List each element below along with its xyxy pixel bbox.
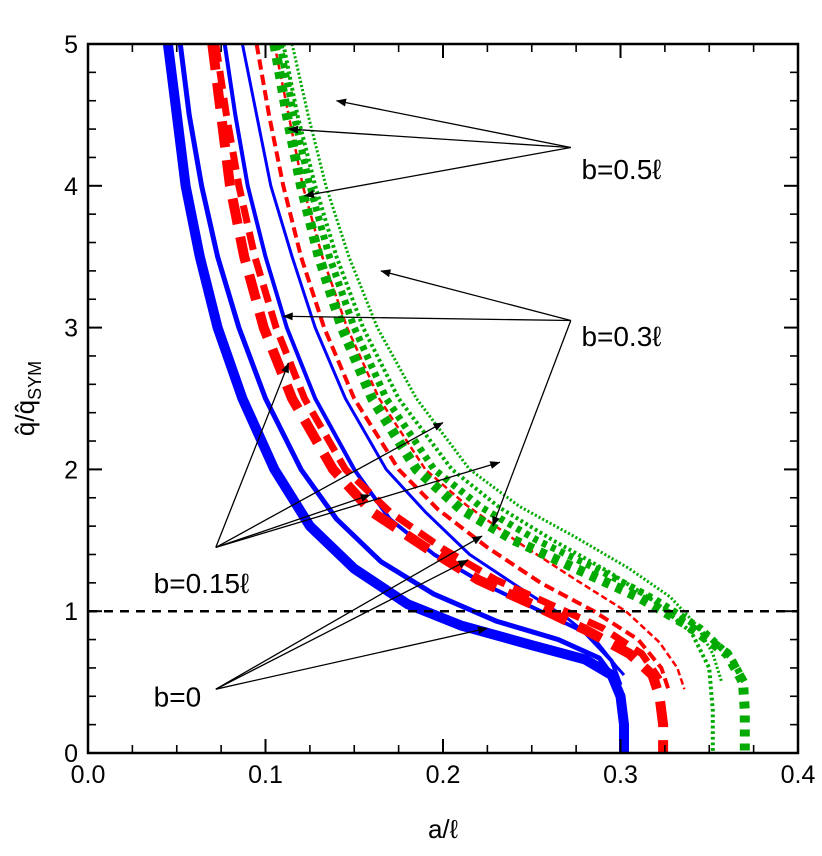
x-tick-label: 0.1	[248, 761, 283, 789]
series-line-green-10	[276, 44, 748, 684]
annotation-arrow	[288, 125, 571, 149]
annotation-arrow	[215, 559, 469, 690]
tick-layer: 0.0 0.1 0.2 0.3 0.4 0 1 2 3 4 5	[64, 31, 815, 789]
annotation-arrow	[380, 269, 571, 322]
annotation-label: b=0.3ℓ	[581, 321, 661, 352]
annotation-label: b=0.5ℓ	[581, 154, 661, 185]
annotation-arrow	[304, 146, 571, 198]
series-line-red-5	[207, 44, 669, 753]
y-tick-label: 4	[64, 173, 78, 201]
x-tick-label: 0.0	[71, 761, 106, 789]
series-line-red-7	[254, 44, 671, 690]
series-line-green-11	[281, 44, 715, 753]
y-tick-label: 2	[64, 456, 78, 484]
y-axis-title: q̂/q̂SYM	[10, 361, 45, 436]
x-tick-label: 0.4	[781, 761, 816, 789]
annotation-group-1: b=0.5ℓ	[288, 98, 661, 198]
series-line-green-12	[290, 44, 724, 683]
annotation-arrow	[215, 422, 444, 548]
series-layer	[162, 44, 750, 753]
annotation-group-2: b=0.3ℓ	[282, 269, 661, 527]
y-tick-label: 5	[64, 31, 78, 59]
annotation-layer: b=0.5ℓ b=0.3ℓ b=0.15ℓ b=0	[154, 98, 661, 712]
annotation-arrow	[492, 320, 572, 527]
series-line-red-8	[273, 44, 686, 690]
y-tick-label: 3	[64, 315, 78, 343]
x-tick-label: 0.2	[426, 761, 461, 789]
annotation-label: b=0	[154, 681, 202, 712]
y-axis-title-main: q̂/q̂	[10, 400, 40, 436]
annotation-group-4: b=0	[154, 535, 488, 712]
x-tick-label: 0.3	[603, 761, 638, 789]
annotation-arrow	[282, 312, 571, 322]
annotation-group-3: b=0.15ℓ	[154, 362, 501, 599]
y-axis-title-subscript: SYM	[25, 361, 45, 400]
annotation-label: b=0.15ℓ	[154, 568, 249, 599]
y-tick-label: 0	[64, 740, 78, 768]
annotation-arrow	[215, 362, 290, 548]
series-line-blue-2	[177, 44, 623, 697]
annotation-arrow	[215, 626, 488, 690]
series-line-green-9	[269, 44, 750, 753]
annotation-arrow	[215, 535, 483, 690]
annotation-arrow	[336, 98, 571, 149]
annotation-arrow	[215, 461, 501, 549]
series-line-red-6	[212, 44, 663, 682]
annotation-arrow	[215, 494, 371, 549]
y-tick-label: 1	[64, 598, 78, 626]
x-axis-title: a/ℓ	[428, 814, 459, 844]
